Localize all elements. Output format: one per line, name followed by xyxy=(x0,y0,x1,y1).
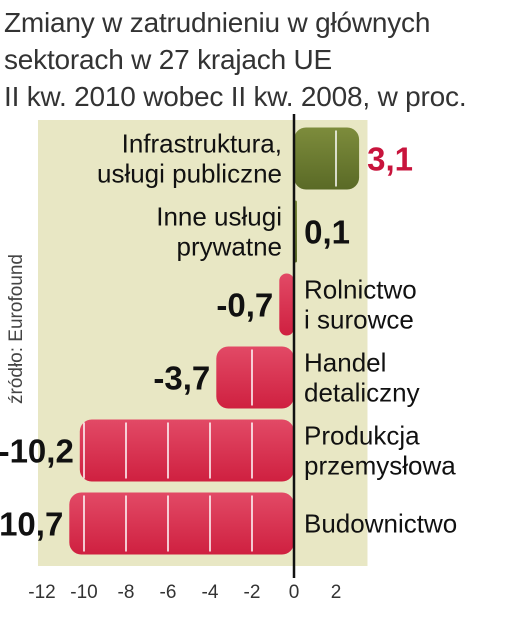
bar-3 xyxy=(216,346,294,409)
title-line-3: II kw. 2010 wobec II kw. 2008, w proc. xyxy=(4,81,467,112)
category-label-0-line-2: usługi publiczne xyxy=(97,159,282,189)
chart-background-band xyxy=(38,120,368,566)
category-label-3-line-2: detaliczny xyxy=(304,378,420,408)
value-label-4: -10,2 xyxy=(0,433,74,470)
value-label-1: 0,1 xyxy=(304,214,350,251)
x-tick-label-0: -12 xyxy=(28,582,55,603)
x-tick-label-4: -4 xyxy=(202,582,219,603)
value-label-2: -0,7 xyxy=(216,287,273,324)
category-label-4-line-1: Produkcja xyxy=(304,421,420,451)
bar-4 xyxy=(79,419,294,482)
title-line-1: Zmiany w zatrudnieniu w głównych xyxy=(4,7,431,38)
value-label-5: -10,7 xyxy=(0,506,63,543)
value-label-3: -3,7 xyxy=(153,360,210,397)
value-label-0: 3,1 xyxy=(367,141,413,178)
bar-5 xyxy=(69,492,294,555)
x-tick-label-6: 0 xyxy=(289,582,300,603)
x-tick-label-1: -10 xyxy=(70,582,97,603)
x-tick-label-3: -6 xyxy=(160,582,177,603)
x-tick-label-5: -2 xyxy=(244,582,261,603)
x-tick-label-2: -8 xyxy=(118,582,135,603)
category-label-1-line-1: Inne usługi xyxy=(156,202,282,232)
category-label-1-line-2: prywatne xyxy=(177,232,283,262)
category-label-3-line-1: Handel xyxy=(304,348,386,378)
title-line-2: sektorach w 27 krajach UE xyxy=(4,44,333,75)
bar-0 xyxy=(294,127,360,190)
category-label-0-line-1: Infrastruktura, xyxy=(122,129,282,159)
category-label-2-line-2: i surowce xyxy=(304,305,414,335)
bar-2 xyxy=(279,273,294,336)
category-label-4-line-2: przemysłowa xyxy=(304,451,456,481)
chart-title: Zmiany w zatrudnieniu w głównych sektora… xyxy=(4,4,467,115)
x-tick-label-7: 2 xyxy=(331,582,342,603)
category-label-5: Budownictwo xyxy=(304,509,457,539)
category-label-2-line-1: Rolnictwo xyxy=(304,275,417,305)
